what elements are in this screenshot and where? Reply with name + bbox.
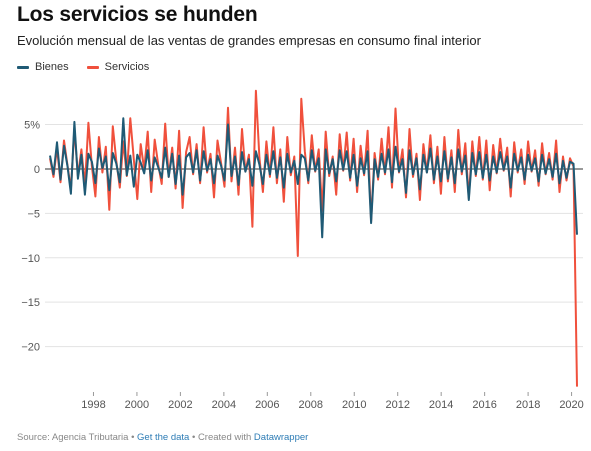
footer-separator: •: [128, 432, 138, 443]
y-tick-label: 5%: [24, 120, 40, 132]
legend-swatch-servicios: [86, 65, 99, 69]
chart-subtitle: Evolución mensual de las ventas de grand…: [17, 33, 481, 48]
x-tick-label: 2004: [212, 399, 236, 411]
y-tick-label: −15: [21, 297, 40, 309]
legend-item-servicios: Servicios: [86, 61, 150, 73]
legend-label-servicios: Servicios: [104, 61, 150, 73]
y-tick-label: −10: [21, 253, 40, 265]
series-line-bienes: [49, 117, 578, 239]
line-chart: 5% 0 −5 −10 −15 −20 1998 2000 2002 2004 2006 2008 2…: [21, 89, 584, 411]
x-tick-label: 2010: [342, 399, 366, 411]
chart-title: Los servicios se hunden: [17, 3, 258, 26]
y-tick-label: −20: [21, 342, 40, 354]
legend-label-bienes: Bienes: [35, 61, 69, 73]
x-tick-label: 2020: [559, 399, 583, 411]
x-tick-label: 2000: [125, 399, 149, 411]
x-tick-label: 2012: [385, 399, 409, 411]
get-data-link[interactable]: Get the data: [137, 432, 190, 443]
footer: Source: Agencia Tributaria • Get the dat…: [17, 432, 308, 443]
x-tick-label: 2002: [168, 399, 192, 411]
x-axis: 1998 2000 2002 2004 2006 2008 2010 2012 2014 2016…: [81, 392, 584, 411]
created-with-text: • Created with: [189, 432, 254, 443]
y-tick-label: 0: [34, 164, 40, 176]
source-note: Source: Agencia Tributaria: [17, 432, 129, 443]
legend-item-bienes: Bienes: [17, 61, 69, 73]
x-tick-label: 2018: [516, 399, 540, 411]
x-tick-label: 2006: [255, 399, 279, 411]
y-tick-label: −5: [27, 208, 40, 220]
legend: Bienes Servicios: [17, 61, 149, 73]
y-axis: 5% 0 −5 −10 −15 −20: [21, 120, 40, 354]
x-tick-label: 2008: [299, 399, 323, 411]
x-tick-label: 2016: [472, 399, 496, 411]
series-line-servicios: [49, 89, 578, 387]
legend-swatch-bienes: [17, 65, 29, 69]
series-lines: [49, 89, 578, 387]
x-tick-label: 2014: [429, 399, 453, 411]
x-tick-label: 1998: [81, 399, 105, 411]
datawrapper-link[interactable]: Datawrapper: [253, 432, 309, 443]
